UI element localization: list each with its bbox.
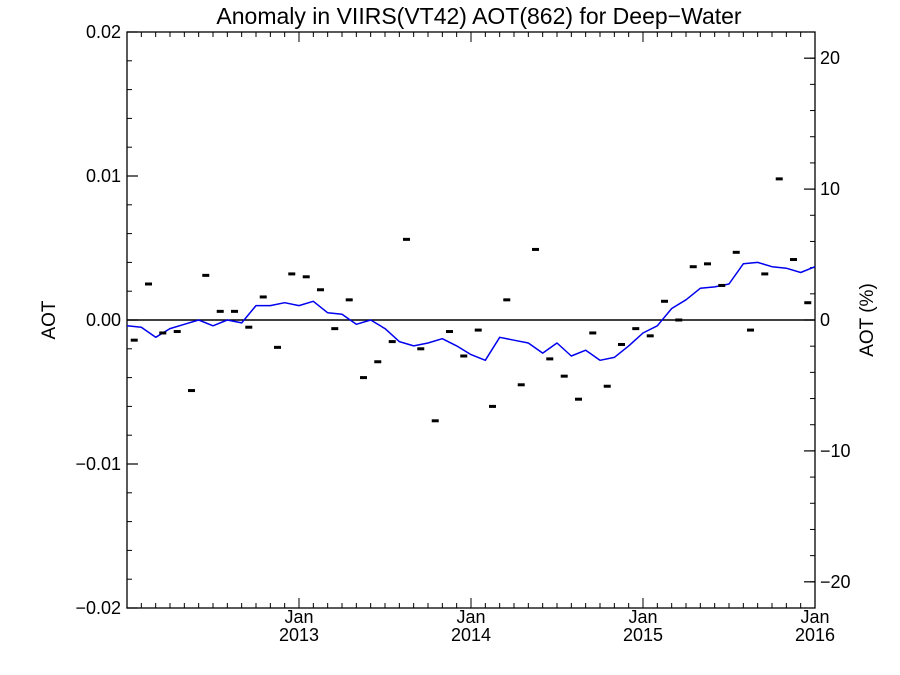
- y-tick-label: −0.02: [75, 598, 121, 618]
- y-tick-label: 0.02: [86, 22, 121, 42]
- chart-title: Anomaly in VIIRS(VT42) AOT(862) for Deep…: [216, 3, 741, 29]
- series-dashes: [130, 177, 812, 423]
- x-tick-year: 2014: [451, 625, 491, 645]
- y-tick-label: 0.01: [86, 166, 121, 186]
- x-tick-year: 2013: [279, 625, 319, 645]
- y2-tick-label: 10: [820, 179, 840, 199]
- y-axis-label: AOT: [39, 300, 60, 339]
- y2-tick-label: −10: [820, 441, 851, 461]
- series-line-path: [126, 261, 816, 362]
- x-tick-year: 2015: [623, 625, 663, 645]
- x-tick-month: Jan: [628, 607, 657, 627]
- series-line: [126, 261, 816, 362]
- y2-axis-label: AOT (%): [857, 283, 878, 357]
- x-tick-month: Jan: [456, 607, 485, 627]
- y-axis-right: 20 10 0 −10 −20: [804, 48, 851, 592]
- y2-tick-label: −20: [820, 572, 851, 592]
- x-tick-month: Jan: [800, 607, 829, 627]
- y-tick-label: −0.01: [75, 454, 121, 474]
- x-tick-year: 2016: [795, 625, 835, 645]
- y-axis-left: 0.02 0.01 0.00 −0.01 −0.02: [75, 22, 138, 618]
- y-tick-label: 0.00: [86, 310, 121, 330]
- x-tick-month: Jan: [284, 607, 313, 627]
- y2-tick-label: 20: [820, 48, 840, 68]
- y2-tick-label: 0: [820, 310, 830, 330]
